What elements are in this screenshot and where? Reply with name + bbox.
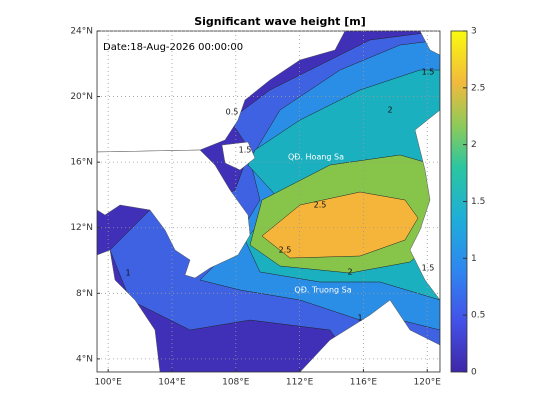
plot-area: 1.5 2 2.5 2 1 1.5 0.5 1 2.5 1.5 — [97, 31, 440, 372]
y-tick-label: 16°N — [70, 158, 93, 168]
place-label: QĐ. Truong Sa — [294, 286, 351, 295]
colorbar-tick-label: 2.5 — [471, 83, 485, 93]
contour-label: 1.5 — [422, 264, 435, 273]
contour-label: 2.5 — [279, 246, 292, 255]
land — [221, 141, 256, 171]
land — [299, 299, 440, 372]
x-tick-label: 120°E — [414, 378, 442, 388]
x-tick-label: 116°E — [350, 378, 378, 388]
colorbar-tick-label: 1 — [471, 254, 477, 264]
contour-label: 1.5 — [422, 68, 435, 77]
y-tick-label: 24°N — [70, 27, 93, 37]
contour-label: 2.5 — [314, 201, 327, 210]
y-tick-label: 8°N — [76, 289, 93, 299]
contour-label: 1 — [125, 269, 130, 278]
colorbar-tick-label: 0 — [471, 368, 477, 378]
chart-title: Significant wave height [m] — [194, 15, 366, 28]
y-tick-label: 20°N — [70, 92, 93, 102]
colorbar-tick-label: 2 — [471, 140, 477, 150]
plot-frame — [96, 30, 441, 373]
contour-fill — [261, 191, 419, 259]
colorbar-tick-label: 3 — [471, 27, 477, 37]
colorbar-tick-label: 1.5 — [471, 197, 485, 207]
contour-label: 1 — [357, 314, 362, 323]
colorbar-tick-label: 0.5 — [471, 311, 485, 321]
contour-label: 0.5 — [226, 108, 239, 117]
x-tick-label: 112°E — [286, 378, 314, 388]
land — [97, 249, 161, 372]
date-annotation: Date:18-Aug-2026 00:00:00 — [103, 42, 243, 53]
y-tick-label: 4°N — [76, 354, 93, 364]
y-tick-label: 12°N — [70, 223, 93, 233]
place-label: QĐ. Hoang Sa — [288, 153, 344, 162]
land — [419, 31, 440, 56]
contour-label: 2 — [387, 106, 392, 115]
x-tick-label: 104°E — [158, 378, 186, 388]
land — [409, 109, 440, 301]
x-tick-label: 100°E — [94, 378, 122, 388]
land — [97, 149, 251, 279]
contour-label: 2 — [347, 268, 352, 277]
x-tick-label: 108°E — [222, 378, 250, 388]
contour-label: 1.5 — [239, 146, 252, 155]
